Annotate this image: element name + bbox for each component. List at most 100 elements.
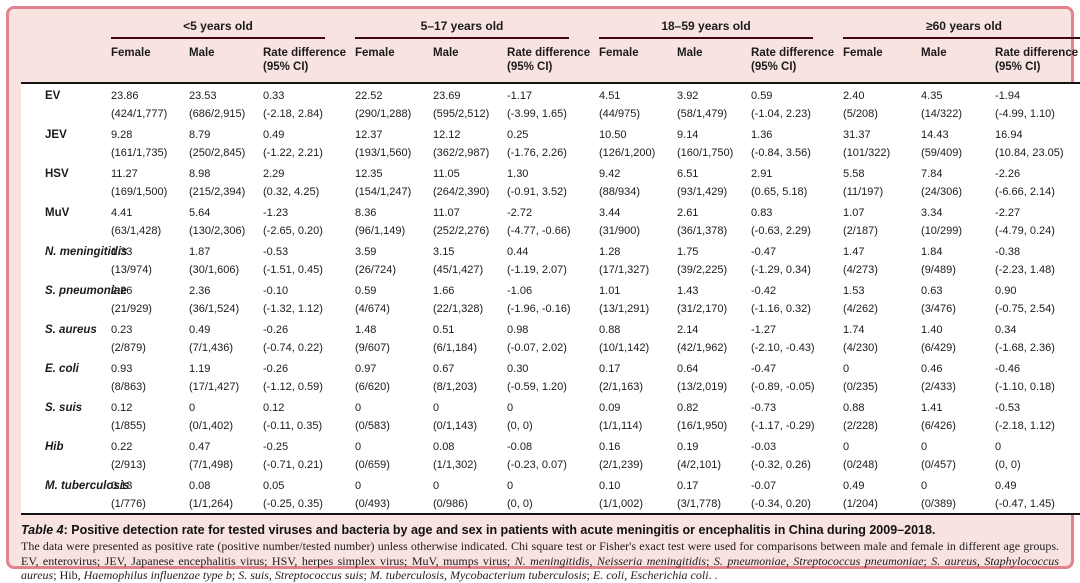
rate-value-cell: -0.10 [263, 285, 289, 297]
count-or-ci-cell: (6/426) [921, 420, 956, 432]
count-or-ci-cell: (8/863) [111, 381, 146, 393]
rate-value-cell: 5.58 [843, 168, 865, 180]
count-or-ci-cell: (17/1,327) [599, 264, 650, 276]
rate-value-cell: 1.33 [111, 246, 133, 258]
count-or-ci-cell: (-0.59, 1.20) [507, 381, 567, 393]
rate-value-cell: 0.34 [995, 324, 1017, 336]
count-or-ci-cell: (58/1,479) [677, 108, 728, 120]
age-group-label: <5 years old [111, 17, 326, 39]
count-or-ci-cell: (0/389) [921, 498, 956, 510]
rate-value-cell: 12.12 [433, 129, 461, 141]
rate-value-cell: -0.38 [995, 246, 1021, 258]
rate-value-cell: 0 [995, 441, 1002, 453]
rate-value-cell: 8.79 [189, 129, 211, 141]
rate-value-cell: 6.51 [677, 168, 699, 180]
rate-value-cell: 0.63 [921, 285, 943, 297]
rate-value-cell: 0.08 [433, 441, 455, 453]
table-caption-text: : Positive detection rate for tested vir… [63, 523, 936, 537]
rate-value-cell: -2.27 [995, 207, 1021, 219]
table-frame: <5 years old 5–17 years old 18–59 years ol… [6, 6, 1080, 582]
count-or-ci-cell: (-0.07, 2.02) [507, 342, 567, 354]
count-or-ci-cell: (2/1,163) [599, 381, 644, 393]
count-or-ci-cell: (1/855) [111, 420, 146, 432]
rate-value-cell: 0.67 [433, 363, 455, 375]
count-or-ci-cell: (169/1,500) [111, 186, 168, 198]
count-or-ci-cell: (1/1,002) [599, 498, 644, 510]
rate-value-cell: 14.43 [921, 129, 949, 141]
pathogen-rate-row: Hib 0.22 0.47 -0.25 0 0.08 -0.08 0.16 0.19 -0.03 0… [21, 435, 1080, 456]
footnote-text: ; [706, 553, 714, 568]
footnote-species-italic: E. coli, Escherichia coli [592, 568, 709, 582]
rate-value-cell: 0 [355, 402, 362, 414]
footnote-species-italic: S. suis, Streptococcus suis [238, 568, 364, 582]
rate-value-cell: 2.61 [677, 207, 699, 219]
count-or-ci-cell: (0/248) [843, 459, 878, 471]
rate-value-cell: 0.44 [507, 246, 529, 258]
count-or-ci-cell: (-0.71, 0.21) [263, 459, 323, 471]
pathogen-detail-row: (1/855) (0/1,402) (-0.11, 0.35) (0/583) (0/1… [21, 417, 1080, 435]
count-or-ci-cell: (10/299) [921, 225, 963, 237]
male-column-header: Male [189, 47, 215, 59]
rate-value-cell: 1.40 [921, 324, 943, 336]
count-or-ci-cell: (39/2,225) [677, 264, 728, 276]
rate-value-cell: -0.42 [751, 285, 777, 297]
rate-value-cell: 12.35 [355, 168, 383, 180]
rate-value-cell: 9.42 [599, 168, 621, 180]
count-or-ci-cell: (11/197) [843, 186, 884, 198]
count-or-ci-cell: (264/2,390) [433, 186, 490, 198]
count-or-ci-cell: (-0.91, 3.52) [507, 186, 567, 198]
count-or-ci-cell: (1/1,264) [189, 498, 234, 510]
rate-value-cell: 12.37 [355, 129, 383, 141]
count-or-ci-cell: (63/1,428) [111, 225, 162, 237]
rate-value-cell: -0.47 [751, 246, 777, 258]
count-or-ci-cell: (-3.99, 1.65) [507, 108, 567, 120]
rate-value-cell: 1.87 [189, 246, 211, 258]
rate-value-cell: -0.53 [263, 246, 289, 258]
rate-value-cell: 1.84 [921, 246, 943, 258]
rate-value-cell: 0 [355, 441, 362, 453]
count-or-ci-cell: (2/1,239) [599, 459, 644, 471]
rate-value-cell: 1.66 [433, 285, 455, 297]
rate-value-cell: -1.23 [263, 207, 289, 219]
pathogen-label: E. coli [45, 363, 79, 375]
rate-value-cell: 16.94 [995, 129, 1023, 141]
male-column-header: Male [677, 47, 703, 59]
count-or-ci-cell: (96/1,149) [355, 225, 406, 237]
pathogen-label: Hib [45, 441, 64, 453]
footnote-text: ; Hib, [53, 568, 84, 582]
count-or-ci-cell: (59/409) [921, 147, 963, 159]
rate-value-cell: 0 [507, 480, 514, 492]
pathogen-detail-row: (161/1,735) (250/2,845) (-1.22, 2.21) (193/… [21, 144, 1080, 162]
count-or-ci-cell: (-0.89, -0.05) [751, 381, 815, 393]
rate-value-cell: 0 [433, 480, 440, 492]
rate-difference-column-header: Rate difference (95% CI) [263, 47, 347, 73]
rate-value-cell: 0.46 [921, 363, 943, 375]
count-or-ci-cell: (16/1,950) [677, 420, 728, 432]
count-or-ci-cell: (0, 0) [507, 420, 533, 432]
count-or-ci-cell: (-1.96, -0.16) [507, 303, 571, 315]
count-or-ci-cell: (4/2,101) [677, 459, 722, 471]
footnote-species-italic: Haemophilus influenzae type b [83, 568, 232, 582]
pathogen-label: N. meningitidis [45, 246, 128, 258]
pathogen-detail-row: (8/863) (17/1,427) (-1.12, 0.59) (6/620) (8/… [21, 378, 1080, 396]
count-or-ci-cell: (-1.76, 2.26) [507, 147, 567, 159]
pathogen-label: MuV [45, 207, 70, 219]
count-or-ci-cell: (10/1,142) [599, 342, 650, 354]
rate-value-cell: 9.14 [677, 129, 699, 141]
age-group-label: 18–59 years old [599, 17, 814, 39]
count-or-ci-cell: (-2.10, -0.43) [751, 342, 815, 354]
count-or-ci-cell: (595/2,512) [433, 108, 490, 120]
rate-value-cell: 8.98 [189, 168, 211, 180]
count-or-ci-cell: (101/322) [843, 147, 891, 159]
count-or-ci-cell: (4/230) [843, 342, 878, 354]
rate-value-cell: 0.88 [599, 324, 621, 336]
count-or-ci-cell: (-1.68, 2.36) [995, 342, 1055, 354]
rate-value-cell: 0.30 [507, 363, 529, 375]
pathogen-label: EV [45, 90, 61, 102]
rate-value-cell: 0.83 [751, 207, 773, 219]
rate-value-cell: 3.15 [433, 246, 455, 258]
count-or-ci-cell: (26/724) [355, 264, 396, 276]
count-or-ci-cell: (0.32, 4.25) [263, 186, 320, 198]
rate-value-cell: 0.23 [111, 324, 133, 336]
age-group-label: 5–17 years old [355, 17, 570, 39]
